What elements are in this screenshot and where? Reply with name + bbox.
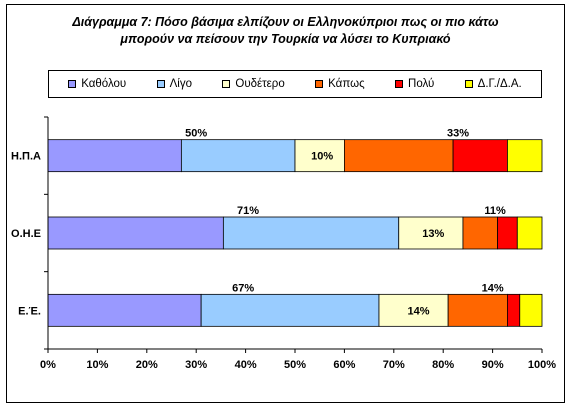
bar-1-0 <box>47 216 224 250</box>
x-tick-label-2: 20% <box>136 359 158 371</box>
x-tick-label-9: 90% <box>482 359 504 371</box>
category-label-1: Ο.Η.Ε <box>11 228 41 240</box>
data-label-1-1: 13% <box>422 228 444 240</box>
data-label-2-0: 67% <box>232 282 254 294</box>
chart-legend: Καθόλου Λίγο Ουδέτερο Κάπως Πολύ Δ.Γ./Δ.… <box>48 70 542 98</box>
bar-2-0 <box>47 293 202 327</box>
legend-swatch-kapos <box>315 80 324 88</box>
legend-item-katholou: Καθόλου <box>68 78 126 90</box>
x-tick-label-6: 60% <box>333 359 355 371</box>
bar-0-5 <box>507 139 543 173</box>
legend-item-dg-da: Δ.Γ./Δ.Α. <box>464 78 522 90</box>
bar-0-3 <box>343 139 454 173</box>
legend-item-poly: Πολύ <box>395 78 434 90</box>
legend-item-oudetero: Ουδέτερο <box>222 78 285 90</box>
data-label-0-0: 50% <box>185 128 207 140</box>
category-label-2: Ε.Έ. <box>18 305 41 317</box>
bar-2-1 <box>200 293 380 327</box>
x-tick-label-8: 80% <box>432 359 454 371</box>
data-label-0-2: 33% <box>447 128 469 140</box>
legend-label-oudetero: Ουδέτερο <box>235 78 285 90</box>
legend-item-ligo: Λίγο <box>156 78 192 90</box>
bar-1-1 <box>222 216 400 250</box>
chart-title-line-1: Διάγραμμα 7: Πόσο βάσιμα ελπίζουν οι Ελλ… <box>72 15 499 29</box>
legend-swatch-katholou <box>68 80 77 88</box>
legend-swatch-oudetero <box>222 80 231 88</box>
data-label-1-2: 11% <box>484 205 506 217</box>
bar-1-4 <box>497 216 518 250</box>
x-tick-label-0: 0% <box>40 359 56 371</box>
legend-label-poly: Πολύ <box>408 78 435 90</box>
data-label-1-0: 71% <box>237 205 259 217</box>
legend-label-katholou: Καθόλου <box>81 78 127 90</box>
data-label-2-2: 14% <box>482 282 504 294</box>
legend-label-kapos: Κάπως <box>328 78 365 90</box>
x-tick-label-3: 30% <box>185 359 207 371</box>
bar-2-3 <box>447 293 508 327</box>
legend-item-kapos: Κάπως <box>315 78 365 90</box>
x-tick-label-5: 50% <box>284 359 306 371</box>
data-label-2-1: 14% <box>407 305 429 317</box>
bar-1-2 <box>398 216 464 250</box>
bar-0-0 <box>47 139 182 173</box>
legend-swatch-dg-da <box>464 80 473 88</box>
bar-0-4 <box>452 139 508 173</box>
legend-swatch-poly <box>395 80 404 88</box>
bar-2-2 <box>378 293 449 327</box>
data-label-0-1: 10% <box>311 151 333 163</box>
bar-2-5 <box>519 293 543 327</box>
legend-label-ligo: Λίγο <box>169 78 192 90</box>
chart-title: Διάγραμμα 7: Πόσο βάσιμα ελπίζουν οι Ελλ… <box>6 14 565 48</box>
bar-0-2 <box>294 139 345 173</box>
x-tick-label-7: 70% <box>383 359 405 371</box>
chart-title-line-2: μπορούν να πείσουν την Τουρκία να λύσει … <box>120 32 451 46</box>
bar-2-4 <box>507 293 521 327</box>
bar-1-5 <box>516 216 543 250</box>
bar-1-3 <box>462 216 498 250</box>
category-label-0: Η.Π.Α <box>11 151 41 163</box>
x-tick-label-4: 40% <box>235 359 257 371</box>
bar-0-1 <box>180 139 296 173</box>
legend-swatch-ligo <box>156 80 165 88</box>
x-tick-label-10: 100% <box>528 359 556 371</box>
x-tick-label-1: 10% <box>86 359 108 371</box>
legend-label-dg-da: Δ.Γ./Δ.Α. <box>477 78 522 90</box>
